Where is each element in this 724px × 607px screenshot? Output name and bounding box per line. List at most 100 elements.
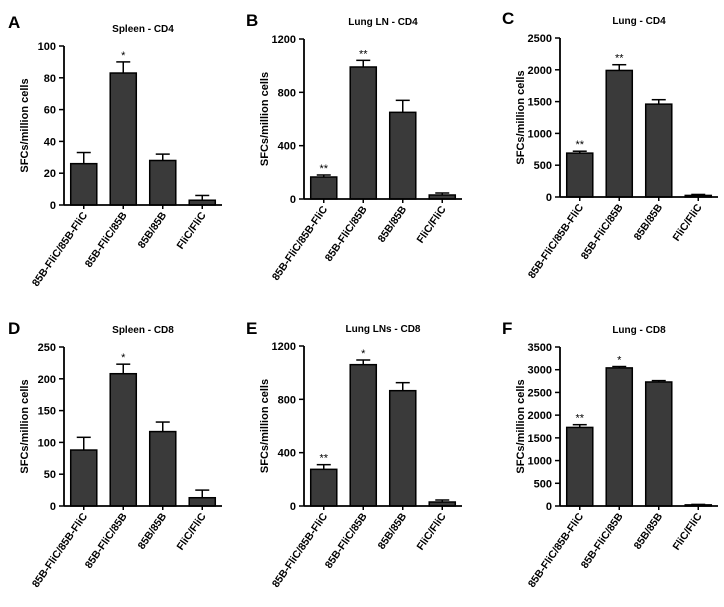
x-tick-label: 85B/85B <box>136 511 170 552</box>
x-tick-label: 85B-FliC/85B <box>323 511 370 571</box>
chart-title: Spleen - CD4 <box>112 24 174 35</box>
y-tick-label: 2500 <box>528 387 552 399</box>
y-axis-label: SFCs/million cells <box>515 70 527 164</box>
bar <box>148 430 177 507</box>
significance-marker: ** <box>575 413 584 425</box>
chart-panel-b: B Lung LN - CD4 SFCs/million cells ** 85B-Fl… <box>246 11 462 283</box>
x-tick-label: 85B/85B <box>136 210 170 251</box>
x-tick-label: 85B-FliC/85B <box>83 210 130 270</box>
y-tick-label: 1000 <box>528 456 552 468</box>
y-axis-label: SFCs/million cells <box>19 379 31 473</box>
y-tick-label: 2000 <box>528 65 552 77</box>
y-tick-label: 1200 <box>272 34 296 46</box>
panel-letter: A <box>8 13 20 32</box>
bar <box>188 496 217 507</box>
bar <box>109 372 138 507</box>
y-axis-label: SFCs/million cells <box>259 72 271 166</box>
y-tick-label: 150 <box>38 406 56 418</box>
bar <box>349 363 378 507</box>
y-tick-label: 1000 <box>528 128 552 140</box>
chart-panel-f: F Lung - CD8 SFCs/million cells ** 85B-FliC/… <box>502 319 718 590</box>
y-tick-label: 3000 <box>528 365 552 377</box>
x-tick-label: FliC/FliC <box>670 202 704 244</box>
x-tick-label: 85B-FliC/85B-FliC <box>526 511 587 590</box>
y-tick-label: 500 <box>534 160 552 172</box>
bar <box>644 381 673 507</box>
y-tick-label: 0 <box>290 501 296 513</box>
y-tick-label: 50 <box>44 469 56 481</box>
y-tick-label: 800 <box>278 394 296 406</box>
x-tick-label: 85B/85B <box>632 511 666 552</box>
significance-marker: ** <box>615 53 624 65</box>
chart-panel-d: D Spleen - CD8 SFCs/million cells 85B-FliC/… <box>8 319 222 590</box>
chart-title: Lung - CD8 <box>612 325 666 336</box>
x-tick-label: FliC/FliC <box>174 511 208 553</box>
y-tick-label: 0 <box>50 501 56 513</box>
y-tick-label: 0 <box>50 200 56 212</box>
bar <box>69 162 98 206</box>
bar <box>605 367 634 507</box>
bar <box>388 111 417 200</box>
panel-letter: C <box>502 9 514 28</box>
y-tick-label: 80 <box>44 73 56 85</box>
y-tick-label: 0 <box>546 192 552 204</box>
y-tick-label: 3500 <box>528 342 552 354</box>
x-tick-label: FliC/FliC <box>414 511 448 553</box>
x-tick-label: 85B-FliC/85B-FliC <box>270 511 331 590</box>
bar <box>605 69 634 198</box>
significance-marker: * <box>121 352 126 364</box>
bar <box>309 468 338 507</box>
y-tick-label: 800 <box>278 87 296 99</box>
y-axis-label: SFCs/million cells <box>19 78 31 172</box>
x-tick-label: 85B/85B <box>632 202 666 243</box>
x-tick-label: 85B-FliC/85B-FliC <box>526 202 587 281</box>
y-tick-label: 1500 <box>528 433 552 445</box>
y-tick-label: 1500 <box>528 97 552 109</box>
chart-title: Lung - CD4 <box>612 16 666 27</box>
y-tick-label: 200 <box>38 374 56 386</box>
panel-letter: E <box>246 319 257 338</box>
y-tick-label: 60 <box>44 105 56 117</box>
y-tick-label: 100 <box>38 41 56 53</box>
significance-marker: * <box>361 348 366 360</box>
x-tick-label: 85B-FliC/85B <box>83 511 130 571</box>
x-tick-label: 85B/85B <box>376 511 410 552</box>
x-tick-label: 85B-FliC/85B-FliC <box>270 204 331 283</box>
x-tick-label: 85B-FliC/85B <box>323 204 370 264</box>
bar <box>565 426 594 507</box>
significance-marker: ** <box>575 139 584 151</box>
chart-title: Lung LN - CD4 <box>348 17 418 28</box>
bar <box>388 389 417 507</box>
chart-panel-e: E Lung LNs - CD8 SFCs/million cells ** 85B-F… <box>246 319 462 590</box>
x-tick-label: FliC/FliC <box>174 210 208 252</box>
chart-title: Lung LNs - CD8 <box>346 324 421 335</box>
significance-marker: * <box>121 50 126 62</box>
panel-letter: B <box>246 11 258 30</box>
x-tick-label: 85B-FliC/85B-FliC <box>30 511 91 590</box>
bar <box>148 159 177 206</box>
y-tick-label: 20 <box>44 168 56 180</box>
x-tick-label: 85B-FliC/85B <box>579 202 626 262</box>
chart-panel-a: A Spleen - CD4 SFCs/million cells 85B-FliC/… <box>8 13 222 289</box>
significance-marker: ** <box>359 48 368 60</box>
chart-panel-c: C Lung - CD4 SFCs/million cells ** 85B-FliC/… <box>502 9 718 281</box>
y-axis-label: SFCs/million cells <box>259 379 271 473</box>
bar <box>109 72 138 206</box>
bar <box>69 449 98 507</box>
panel-letter: F <box>502 319 512 338</box>
x-tick-label: 85B-FliC/85B <box>579 511 626 571</box>
x-tick-label: FliC/FliC <box>414 204 448 246</box>
y-axis-label: SFCs/million cells <box>515 379 527 473</box>
y-tick-label: 0 <box>290 194 296 206</box>
y-tick-label: 100 <box>38 437 56 449</box>
bar <box>349 66 378 200</box>
y-tick-label: 250 <box>38 342 56 354</box>
y-tick-label: 1200 <box>272 341 296 353</box>
y-tick-label: 400 <box>278 448 296 460</box>
x-tick-label: 85B/85B <box>376 204 410 245</box>
panel-letter: D <box>8 319 20 338</box>
y-tick-label: 2000 <box>528 410 552 422</box>
bar <box>644 103 673 198</box>
